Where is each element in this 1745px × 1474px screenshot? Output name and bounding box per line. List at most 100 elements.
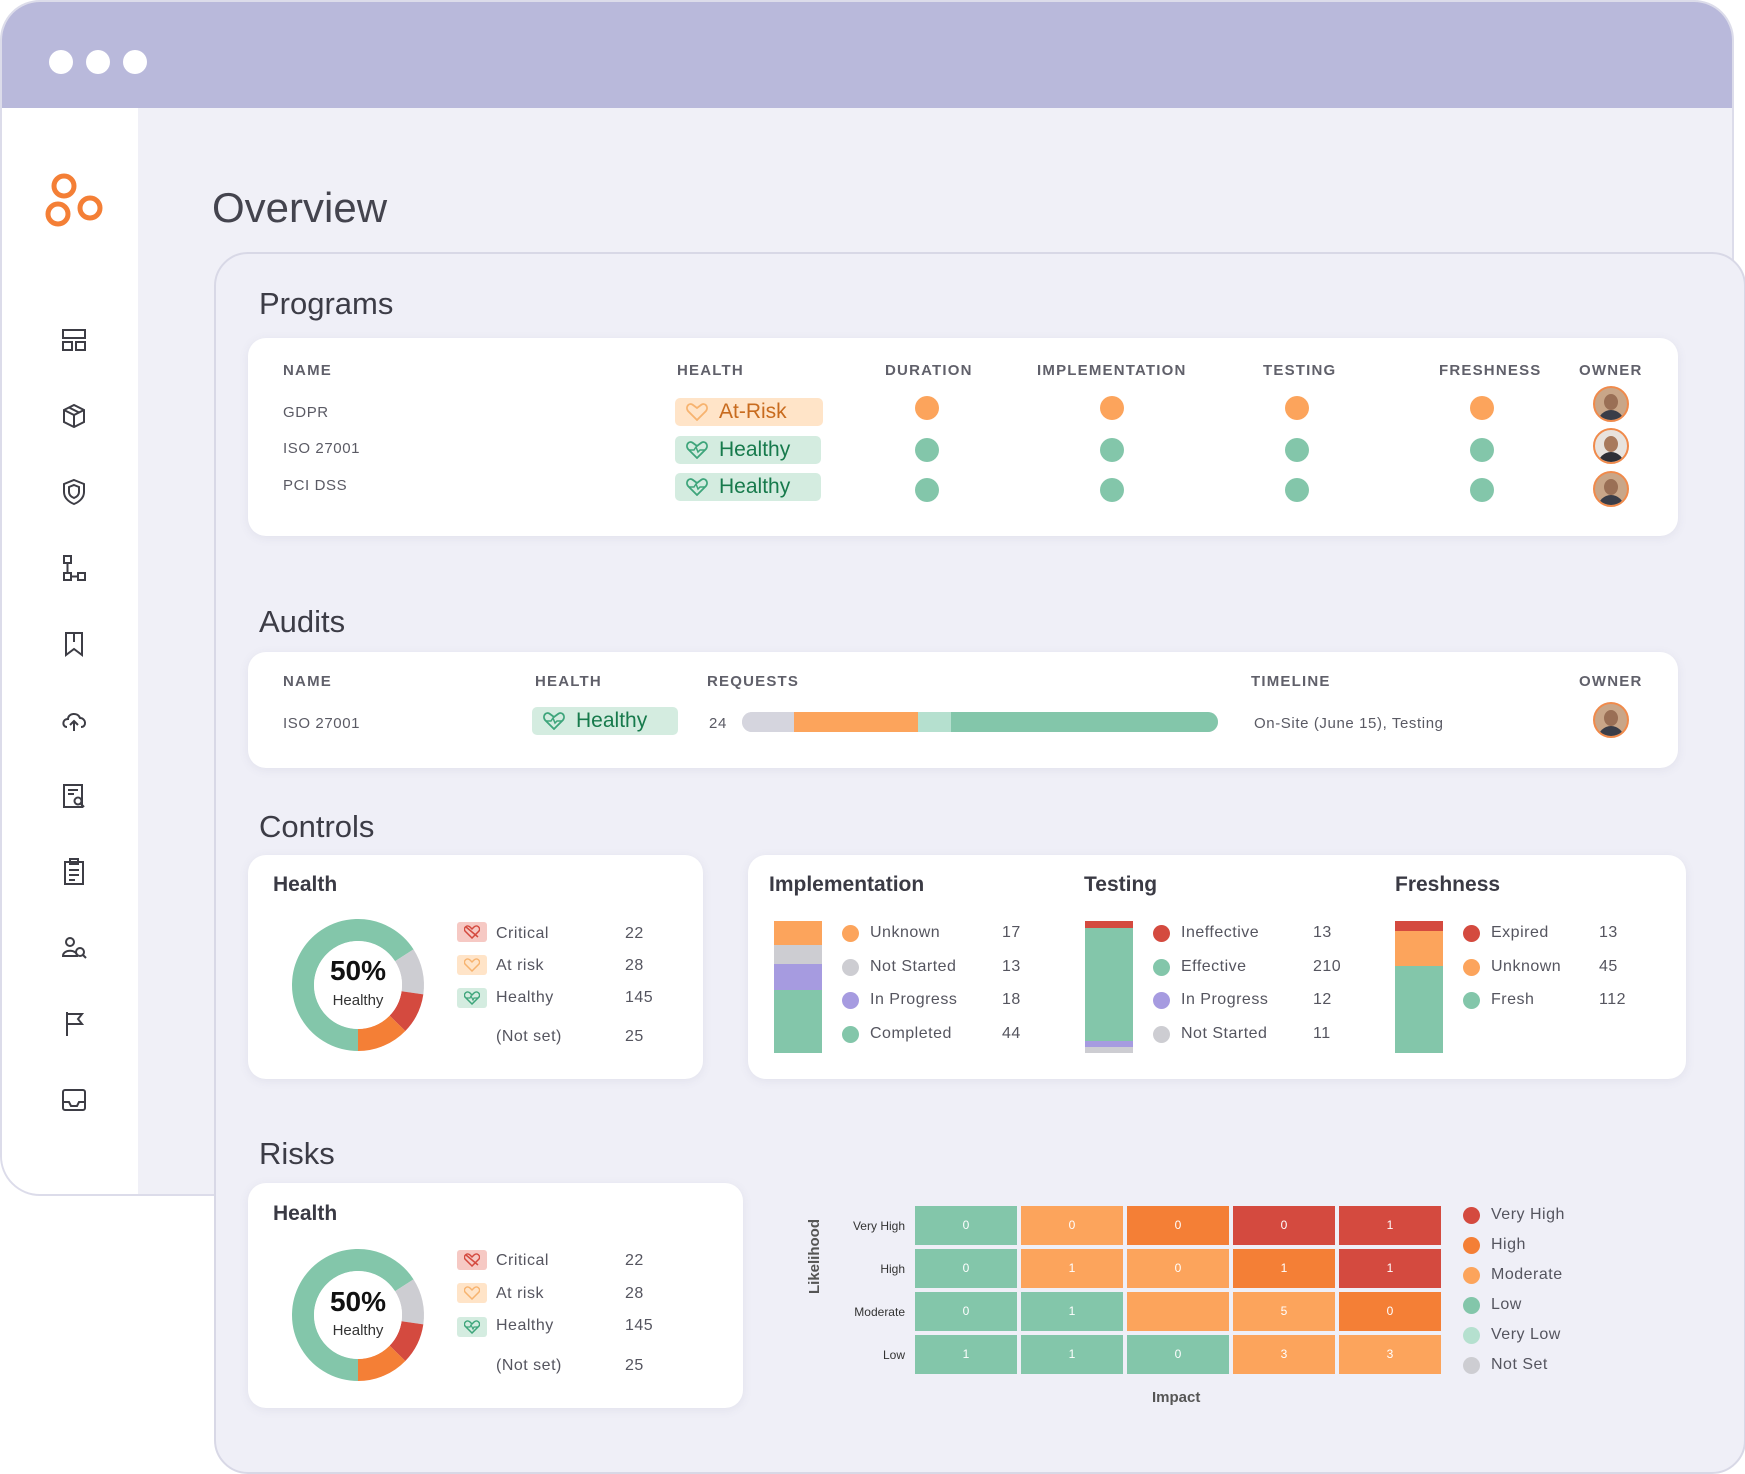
heatmap-row-label: Very High — [852, 1219, 905, 1233]
implementation-status-dot — [1100, 396, 1124, 420]
cloud-upload-icon[interactable] — [58, 704, 90, 736]
legend-label: Effective — [1181, 957, 1247, 975]
report-search-icon[interactable] — [58, 780, 90, 812]
audits-table — [248, 652, 1678, 768]
owner-avatar[interactable] — [1593, 471, 1629, 507]
legend-value: 22 — [625, 1252, 644, 1269]
donut-slice-healthy — [292, 919, 414, 1051]
donut-slice-atrisk — [357, 1345, 406, 1381]
col-header-name: NAME — [283, 362, 332, 379]
donut-percent: 50% — [329, 1286, 387, 1317]
legend-label: Fresh — [1491, 991, 1535, 1008]
heart-pulse-icon — [686, 441, 708, 459]
heatmap-cell[interactable]: 0 — [1127, 1335, 1229, 1374]
freshness-status-dot — [1470, 396, 1494, 420]
donut-slice-healthy — [292, 1249, 414, 1381]
flag-icon[interactable] — [58, 1008, 90, 1040]
requests-progress-bar — [742, 712, 1218, 732]
legend-label: Healthy — [496, 1317, 554, 1334]
shield-icon[interactable] — [58, 476, 90, 508]
testing-stacked-bar — [1085, 921, 1133, 1053]
legend-value: 44 — [1002, 1024, 1021, 1042]
legend-dot — [1463, 1237, 1480, 1254]
heatmap-cell[interactable]: 5 — [1233, 1292, 1335, 1331]
progress-segment-in-progress — [794, 712, 919, 732]
legend-label: Completed — [870, 1024, 952, 1042]
risks-health-title: Health — [273, 1202, 338, 1225]
donut-slice-critical — [389, 1320, 424, 1361]
app-logo[interactable] — [44, 172, 108, 236]
owner-avatar[interactable] — [1593, 428, 1629, 464]
col-header-implementation: IMPLEMENTATION — [1037, 362, 1187, 379]
progress-segment-completed — [951, 712, 1218, 732]
donut-percent-label: Healthy — [332, 1322, 384, 1339]
audit-name[interactable]: ISO 27001 — [283, 715, 361, 732]
heatmap-cell[interactable]: 1 — [1233, 1249, 1335, 1288]
legend-dot — [1463, 1267, 1480, 1284]
risks-health-donut — [292, 1249, 424, 1381]
duration-status-dot — [915, 478, 939, 502]
stack-segment-completed — [774, 989, 822, 1053]
heatmap-row-label: Low — [882, 1348, 905, 1362]
heatmap-cell[interactable]: 1 — [1021, 1249, 1123, 1288]
controls-breakdown-card — [748, 855, 1686, 1079]
freshness-status-dot — [1470, 478, 1494, 502]
heatmap-cell[interactable]: 1 — [1021, 1292, 1123, 1331]
programs-table — [248, 338, 1678, 536]
window-control-dot[interactable] — [86, 50, 110, 74]
stack-segment-not-started — [1085, 1047, 1133, 1053]
legend-label: Low — [1491, 1296, 1522, 1313]
heatmap-cell[interactable]: 0 — [915, 1292, 1017, 1331]
program-name[interactable]: ISO 27001 — [283, 440, 361, 457]
legend-value: 13 — [1313, 924, 1332, 941]
audit-timeline: On-Site (June 15), Testing — [1254, 715, 1444, 732]
legend-label: In Progress — [1181, 991, 1269, 1008]
legend-label: Moderate — [1491, 1266, 1563, 1283]
heatmap-cell[interactable]: 0 — [1339, 1292, 1441, 1331]
heatmap-cell[interactable]: 1 — [1339, 1249, 1441, 1288]
heatmap-cell[interactable]: 1 — [1339, 1206, 1441, 1245]
window-control-dot[interactable] — [123, 50, 147, 74]
program-name[interactable]: GDPR — [283, 404, 329, 421]
legend-value: 25 — [625, 1357, 644, 1374]
owner-avatar[interactable] — [1593, 702, 1629, 738]
heatmap-cell[interactable]: 0 — [915, 1206, 1017, 1245]
legend-value: 45 — [1599, 957, 1618, 975]
heatmap-cell[interactable] — [1127, 1292, 1229, 1331]
stack-segment-expired — [1395, 921, 1443, 932]
heatmap-cell[interactable]: 0 — [1127, 1249, 1229, 1288]
clipboard-icon[interactable] — [58, 856, 90, 888]
box-icon[interactable] — [58, 400, 90, 432]
progress-segment-review — [918, 712, 952, 732]
col-header-owner: OWNER — [1579, 362, 1643, 379]
layout-icon[interactable] — [58, 324, 90, 356]
heatmap-cell[interactable]: 1 — [915, 1335, 1017, 1374]
heatmap-cell[interactable]: 0 — [915, 1249, 1017, 1288]
bookmark-icon[interactable] — [58, 628, 90, 660]
people-search-icon[interactable] — [58, 932, 90, 964]
legend-label: At risk — [496, 957, 544, 974]
at-risk-icon — [457, 1283, 487, 1303]
heatmap-cell[interactable]: 0 — [1127, 1206, 1229, 1245]
heatmap-row-label: Moderate — [854, 1305, 905, 1319]
implementation-status-dot — [1100, 478, 1124, 502]
heart-icon — [686, 403, 708, 421]
col-header-duration: DURATION — [885, 362, 973, 379]
legend-value: 145 — [625, 1317, 654, 1334]
program-name[interactable]: PCI DSS — [283, 477, 348, 494]
legend-label: (Not set) — [496, 1028, 562, 1045]
window-control-dot[interactable] — [49, 50, 73, 74]
heatmap-cell[interactable]: 0 — [1021, 1206, 1123, 1245]
col-header-requests: REQUESTS — [707, 673, 800, 690]
workflow-icon[interactable] — [58, 552, 90, 584]
donut-hole — [314, 941, 402, 1029]
inbox-icon[interactable] — [58, 1084, 90, 1116]
at-risk-icon — [457, 955, 487, 975]
critical-icon — [457, 1250, 487, 1270]
owner-avatar[interactable] — [1593, 386, 1629, 422]
heatmap-cell[interactable]: 0 — [1233, 1206, 1335, 1245]
heatmap-cell[interactable]: 1 — [1021, 1335, 1123, 1374]
heatmap-cell[interactable]: 3 — [1233, 1335, 1335, 1374]
stack-segment-in-progress — [774, 964, 822, 990]
heatmap-cell[interactable]: 3 — [1339, 1335, 1441, 1374]
